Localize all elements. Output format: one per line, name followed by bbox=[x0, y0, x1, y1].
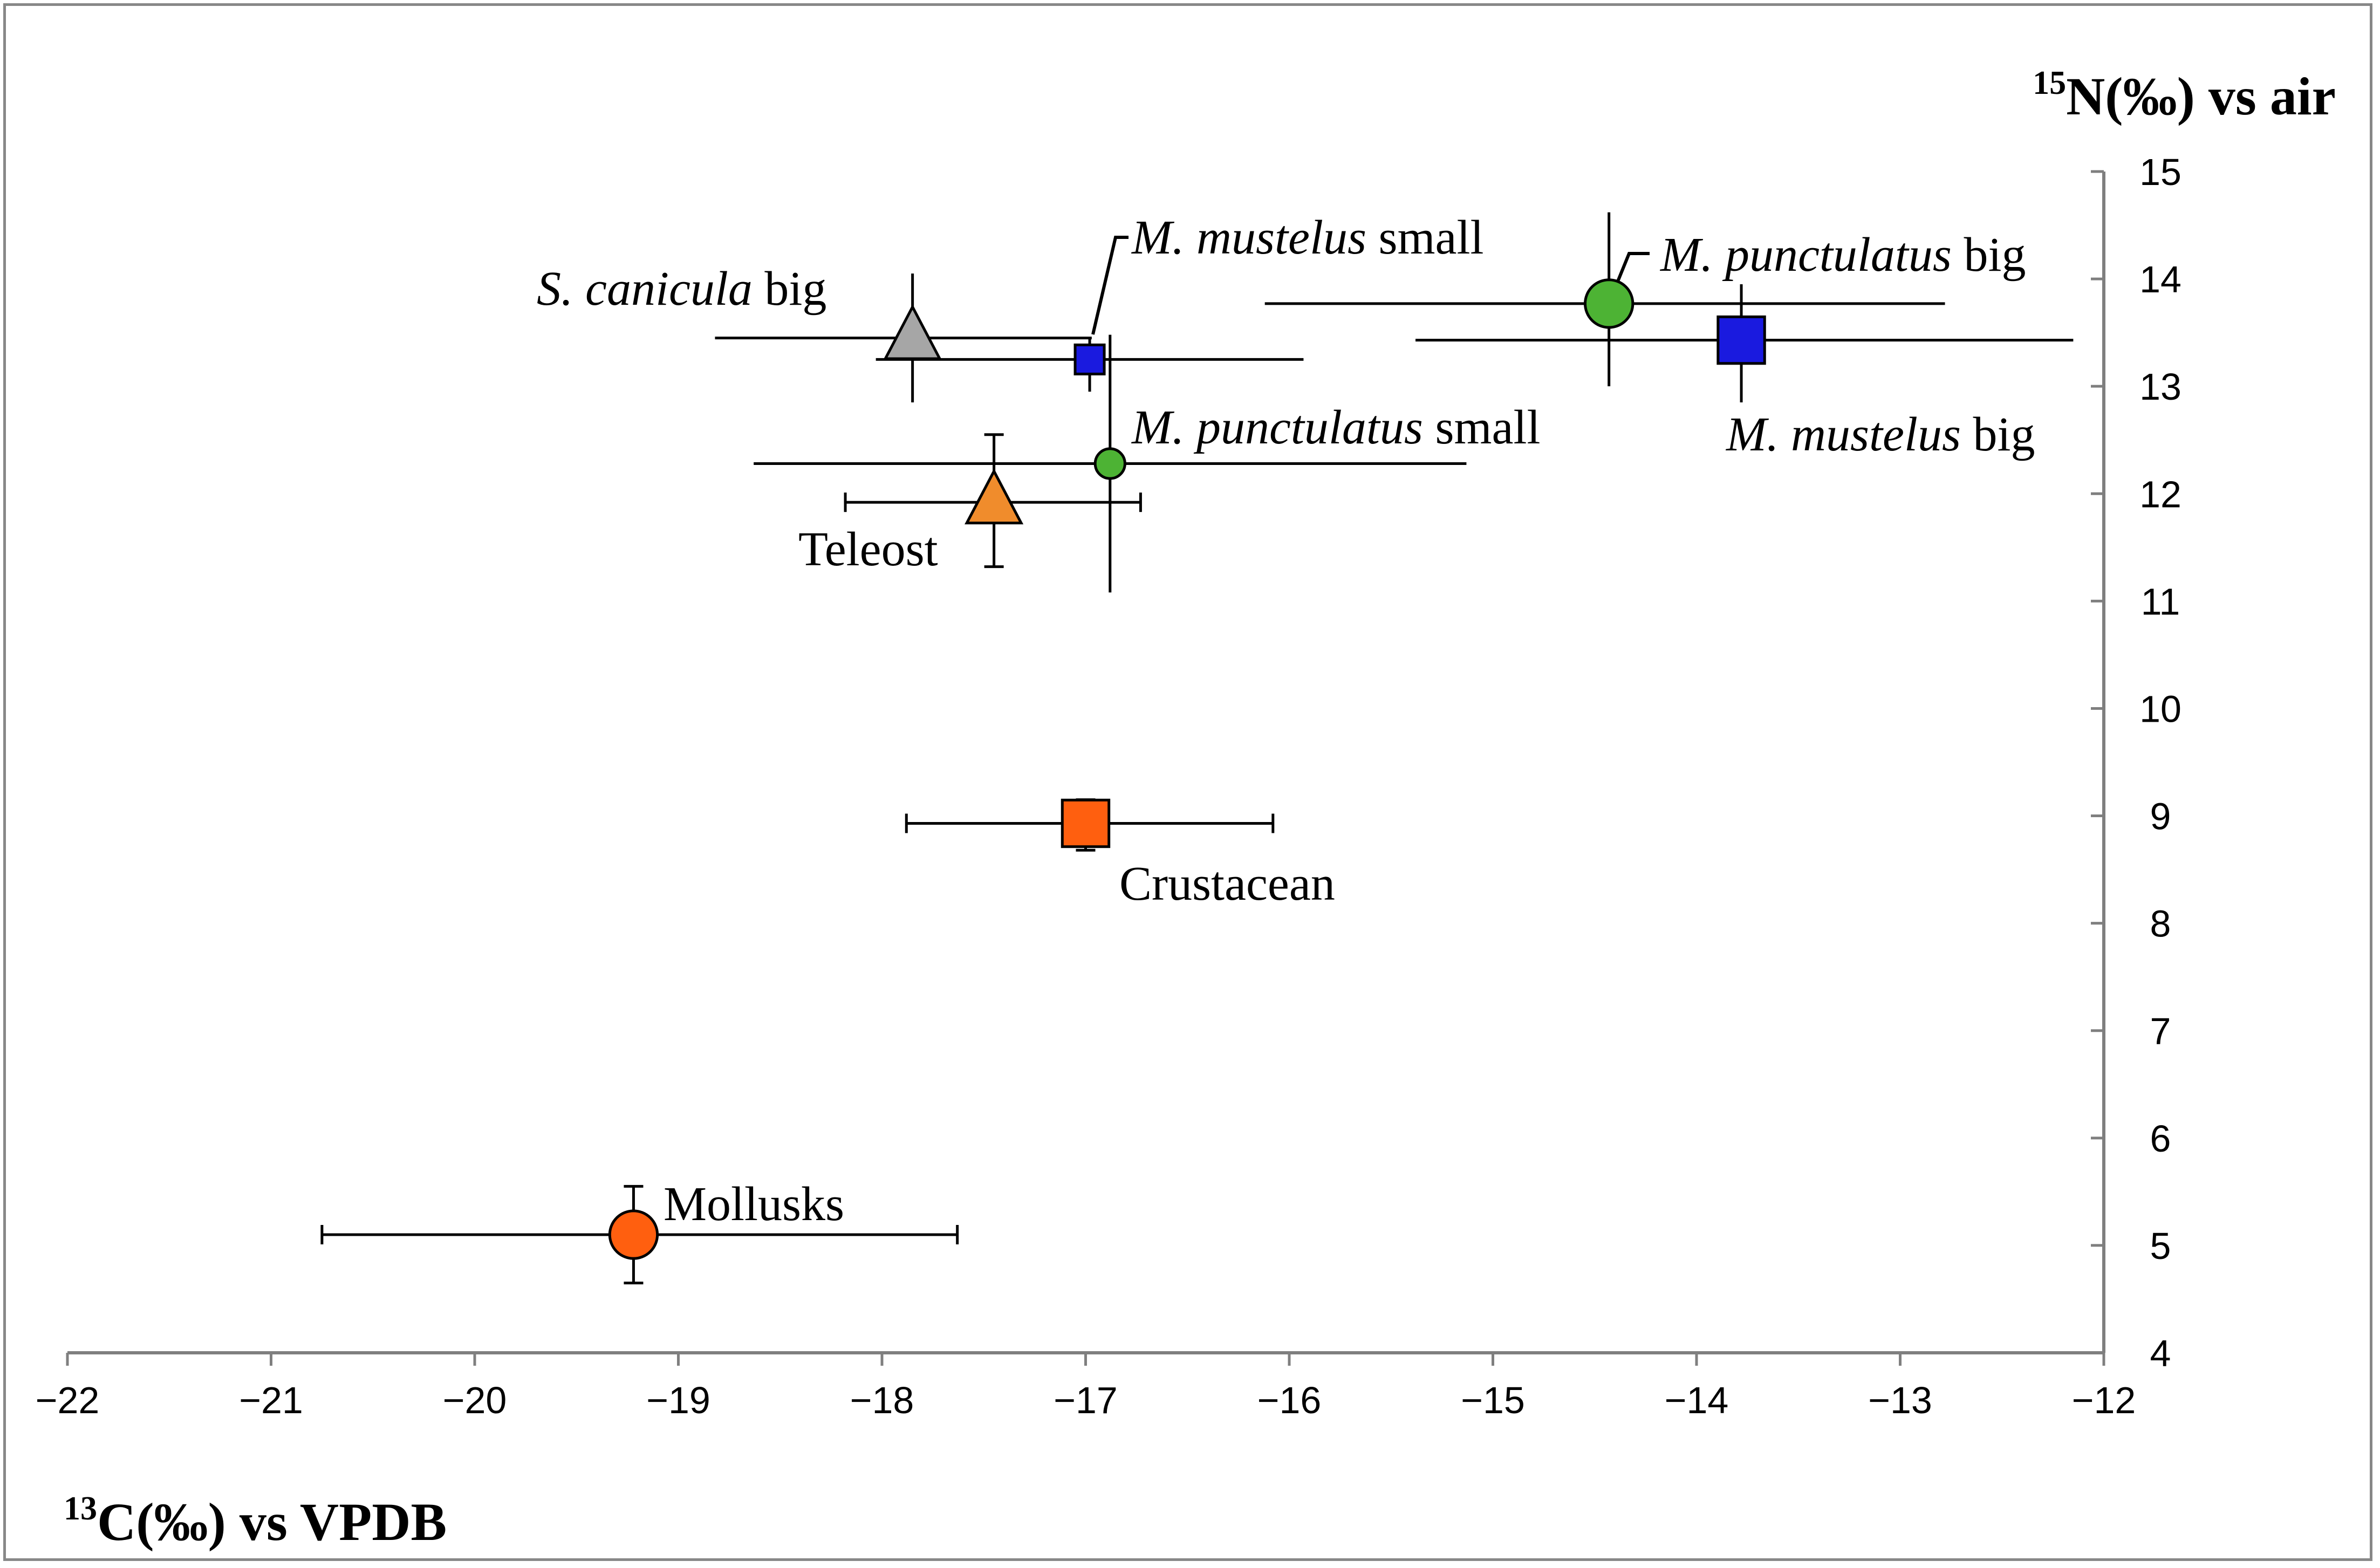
error-bars bbox=[320, 212, 2074, 1285]
y-tick-label: 13 bbox=[2139, 366, 2181, 408]
square-marker bbox=[1073, 343, 1106, 375]
x-tick-label: −22 bbox=[36, 1379, 100, 1421]
y-tick-label: 4 bbox=[2150, 1332, 2171, 1374]
x-tick-label: −16 bbox=[1257, 1379, 1322, 1421]
y-tick-label: 10 bbox=[2139, 688, 2181, 730]
point-labels: S. canicula big M. mustelus small M. punct… bbox=[537, 211, 2035, 1231]
y-axis-title: 15N(‰) vs air bbox=[2033, 65, 2336, 126]
point-label: Crustacean bbox=[1119, 857, 1335, 910]
y-tick-label: 9 bbox=[2150, 796, 2171, 838]
circle-marker bbox=[608, 1209, 659, 1260]
y-tick-label: 12 bbox=[2139, 473, 2181, 515]
chart-frame bbox=[3, 3, 2372, 1561]
x-tick-label: −19 bbox=[646, 1379, 710, 1421]
y-tick-label: 15 bbox=[2139, 151, 2181, 193]
point-label: Mollusks bbox=[664, 1177, 844, 1231]
y-tick-label: 7 bbox=[2150, 1010, 2171, 1052]
point-label: S. canicula big bbox=[537, 262, 826, 316]
y-tick-label: 11 bbox=[2141, 580, 2180, 622]
point-label: M. mustelus big bbox=[1725, 408, 2035, 461]
x-tick-label: −12 bbox=[2072, 1379, 2136, 1421]
x-tick-label: −13 bbox=[1868, 1379, 1932, 1421]
triangle-marker bbox=[965, 468, 1024, 525]
x-axis-title: 13C(‰) vs VPDB bbox=[64, 1490, 447, 1552]
x-tick-label: −14 bbox=[1665, 1379, 1729, 1421]
y-tick-label: 5 bbox=[2150, 1225, 2171, 1267]
data-points bbox=[608, 278, 1766, 1260]
x-tick-label: −21 bbox=[239, 1379, 303, 1421]
axes: −22 −21 −20 −19 −18 −17 −16 −15 −14 −13 −12 4 5 6 7 8 9 1… bbox=[36, 151, 2181, 1421]
x-tick-label: −17 bbox=[1054, 1379, 1118, 1421]
circle-marker bbox=[1584, 278, 1634, 329]
y-tick-label: 14 bbox=[2139, 258, 2181, 300]
point-label: M. mustelus small bbox=[1131, 211, 1483, 264]
x-tick-label: −15 bbox=[1461, 1379, 1525, 1421]
square-marker bbox=[1061, 798, 1111, 848]
point-label: M. punctulatus small bbox=[1131, 401, 1540, 454]
square-marker bbox=[1716, 315, 1766, 365]
y-tick-label: 8 bbox=[2150, 903, 2171, 945]
point-label: Teleost bbox=[798, 523, 938, 576]
x-tick-label: −18 bbox=[850, 1379, 914, 1421]
leader-line bbox=[1091, 236, 1129, 335]
x-tick-label: −20 bbox=[443, 1379, 507, 1421]
point-label: M. punctulatus big bbox=[1659, 228, 2026, 282]
y-tick-label: 6 bbox=[2150, 1118, 2171, 1160]
triangle-marker bbox=[883, 304, 942, 360]
circle-marker bbox=[1093, 447, 1126, 480]
